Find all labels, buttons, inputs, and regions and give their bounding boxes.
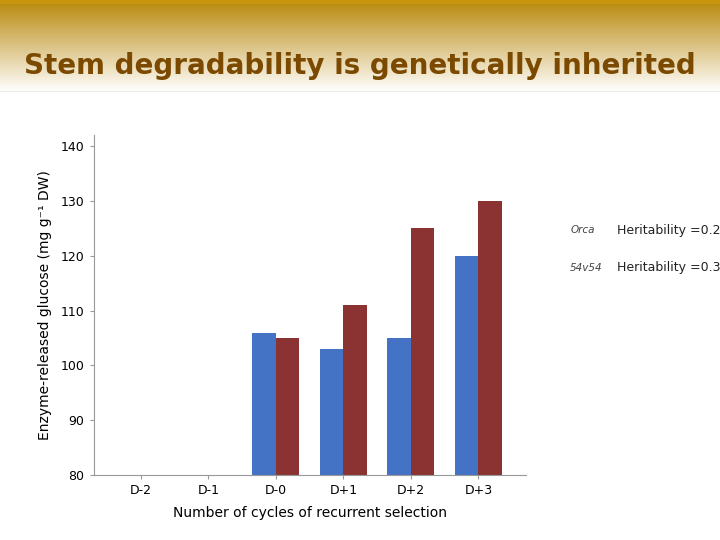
Bar: [343, 305, 367, 475]
X-axis label: Number of cycles of recurrent selection: Number of cycles of recurrent selection: [173, 505, 446, 519]
Text: Stem degradability is genetically inherited: Stem degradability is genetically inheri…: [24, 52, 696, 80]
Bar: [387, 338, 411, 475]
Text: Orca: Orca: [570, 225, 595, 235]
Bar: [411, 228, 434, 475]
Bar: [455, 256, 478, 475]
Bar: [252, 333, 276, 475]
Text: 54v54: 54v54: [570, 263, 603, 273]
Text: Heritability =0.26: Heritability =0.26: [617, 224, 720, 237]
Bar: [320, 349, 343, 475]
Bar: [478, 201, 502, 475]
Bar: [276, 338, 300, 475]
Text: Heritability =0.39: Heritability =0.39: [617, 261, 720, 274]
Y-axis label: Enzyme-released glucose (mg g⁻¹ DW): Enzyme-released glucose (mg g⁻¹ DW): [38, 170, 53, 440]
